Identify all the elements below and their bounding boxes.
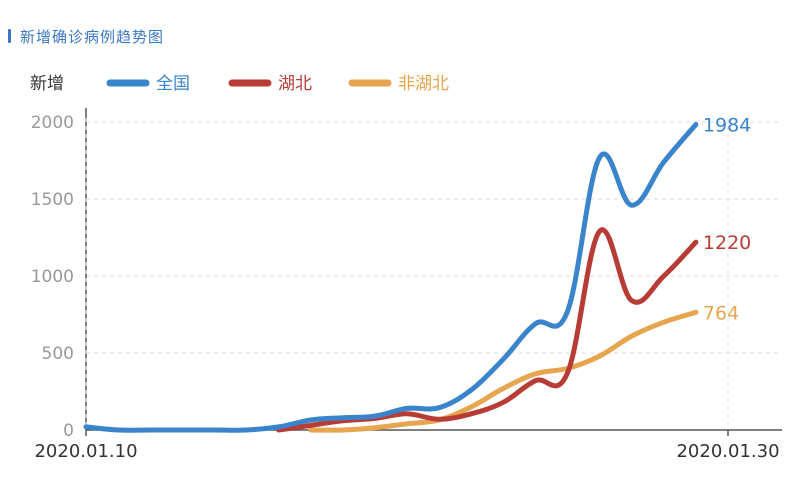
y-tick-label: 2000 (31, 113, 74, 133)
chart-header: 新增确诊病例趋势图 (8, 24, 164, 48)
series-line-1 (83, 122, 699, 433)
x-tick-label: 2020.01.10 (34, 441, 137, 462)
series-lines (83, 122, 699, 433)
end-labels: 764 1220 1984 (703, 114, 751, 324)
y-tick-label: 0 (63, 421, 74, 441)
legend: 全国 湖北 非湖北 (106, 74, 449, 94)
y-tick-label: 500 (42, 344, 74, 364)
legend-label: 湖北 (278, 74, 312, 94)
series-line-3 (308, 309, 699, 433)
series-end-label: 1984 (703, 114, 751, 136)
y-tick-label: 1500 (31, 190, 74, 210)
series-end-label: 764 (703, 302, 739, 324)
header-accent-bar (8, 29, 11, 43)
legend-label: 非湖北 (398, 74, 449, 94)
x-tick-label: 2020.01.30 (676, 441, 779, 462)
chart-title: 新增确诊病例趋势图 (20, 27, 165, 46)
y-axis-label: 新增 (30, 74, 64, 94)
series-line-2 (276, 227, 699, 433)
y-axis-ticks: 0 500 1000 1500 2000 (31, 113, 74, 441)
y-tick-label: 1000 (31, 267, 74, 287)
series-end-label: 1220 (703, 232, 751, 254)
legend-label: 全国 (156, 74, 190, 94)
